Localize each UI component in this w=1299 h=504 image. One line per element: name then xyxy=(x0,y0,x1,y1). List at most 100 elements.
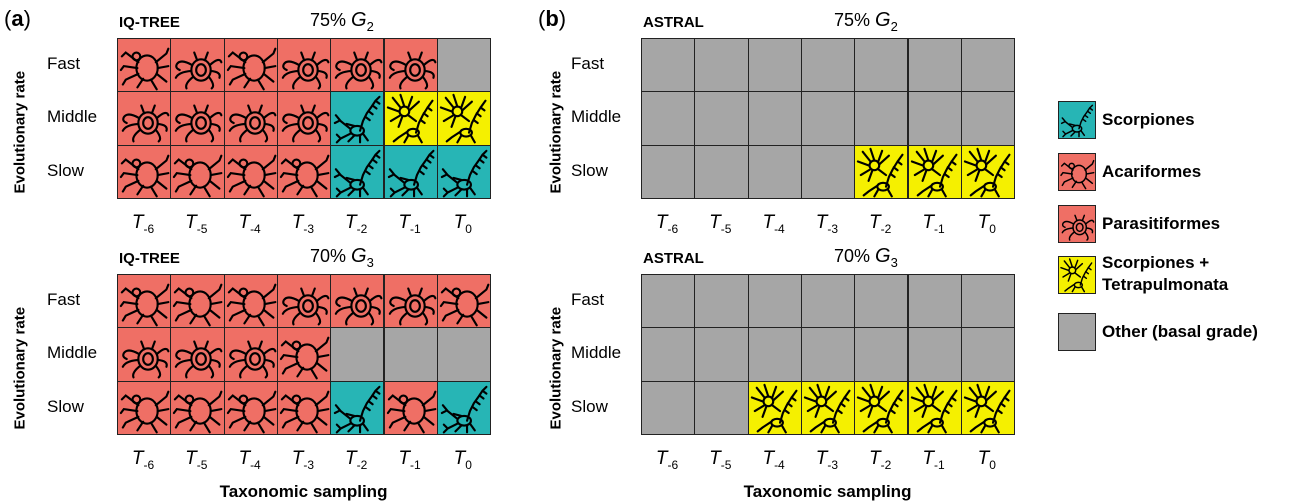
cell-middle-3 xyxy=(800,327,856,382)
cell-fast-5 xyxy=(907,38,962,93)
cell-middle-1 xyxy=(694,91,749,146)
cell-slow-2 xyxy=(223,380,278,435)
column-label: T-5 xyxy=(185,447,208,472)
tick-icon xyxy=(228,104,277,143)
mite-icon xyxy=(173,154,223,198)
column-label: T-1 xyxy=(398,447,421,472)
column-label: T-3 xyxy=(291,447,315,472)
scorpion-spider-icon xyxy=(857,383,904,434)
cell-middle-5 xyxy=(383,91,438,146)
cell-slow-4 xyxy=(330,380,385,435)
tick-icon xyxy=(388,51,436,90)
gene-threshold-label: 75% G2 xyxy=(310,9,374,34)
cell-fast-0 xyxy=(641,274,696,329)
column-label: T-5 xyxy=(185,211,208,236)
cell-slow-2 xyxy=(747,380,802,435)
y-axis-label: Evolutionary rate xyxy=(11,70,29,194)
cell-middle-4 xyxy=(854,91,909,146)
cell-slow-6 xyxy=(436,144,492,199)
column-label: T-4 xyxy=(762,211,785,236)
cell-fast-1 xyxy=(170,38,225,93)
cell-fast-0 xyxy=(641,38,696,93)
legend-label: Parasitiformes xyxy=(1102,214,1221,233)
cell-fast-1 xyxy=(694,38,749,93)
cell-fast-6 xyxy=(436,38,492,93)
mite-icon xyxy=(386,390,436,434)
cell-middle-6 xyxy=(960,91,1016,146)
column-label: T0 xyxy=(453,447,472,472)
method-label: IQ-TREE xyxy=(119,14,180,31)
cell-slow-5 xyxy=(383,380,438,435)
column-label: T-6 xyxy=(131,447,155,472)
cell-slow-0 xyxy=(641,380,696,435)
column-label: T0 xyxy=(453,211,472,236)
gene-subscript: 3 xyxy=(366,255,374,270)
cell-middle-1 xyxy=(170,327,225,382)
cell-fast-2 xyxy=(223,274,278,329)
legend-swatch xyxy=(1058,101,1096,139)
cell-fast-1 xyxy=(170,274,225,329)
cell-middle-6 xyxy=(960,327,1016,382)
cell-slow-4 xyxy=(854,380,909,435)
tick-icon xyxy=(175,104,223,143)
gene-symbol: G2 xyxy=(351,9,374,34)
cell-middle-3 xyxy=(276,327,332,382)
column-label: T-1 xyxy=(922,211,945,236)
column-label: T-1 xyxy=(398,211,421,236)
row-label-middle: Middle xyxy=(571,343,622,363)
row-label-fast: Fast xyxy=(571,290,605,309)
column-label: T-3 xyxy=(815,447,839,472)
row-label-middle: Middle xyxy=(47,107,98,127)
cell-slow-2 xyxy=(747,144,802,199)
scorpion-icon xyxy=(440,149,488,198)
mite-icon xyxy=(119,390,170,434)
cell-slow-3 xyxy=(276,380,332,435)
tick-icon xyxy=(388,287,436,326)
cell-fast-5 xyxy=(383,38,438,93)
legend-swatch xyxy=(1058,256,1096,294)
column-label: T-4 xyxy=(762,447,785,472)
cell-fast-4 xyxy=(854,38,909,93)
row-label-slow: Slow xyxy=(571,160,608,180)
cell-middle-3 xyxy=(276,91,332,146)
cell-slow-1 xyxy=(694,144,749,199)
column-label: T-4 xyxy=(238,211,261,236)
cell-fast-2 xyxy=(747,38,802,93)
mite-icon xyxy=(119,283,170,327)
cell-slow-6 xyxy=(960,380,1016,435)
column-label: T-2 xyxy=(869,447,892,472)
gene-subscript: 2 xyxy=(890,19,898,34)
tick-icon xyxy=(1061,214,1095,241)
scorpion-spider-icon xyxy=(857,147,904,198)
cell-fast-3 xyxy=(800,274,856,329)
mite-icon xyxy=(226,283,277,327)
column-label: T-4 xyxy=(238,447,261,472)
row-label-slow: Slow xyxy=(571,396,608,416)
cell-middle-2 xyxy=(747,327,802,382)
scorpion-spider-icon xyxy=(910,147,958,198)
column-label: T-6 xyxy=(131,211,155,236)
scorpion-icon xyxy=(440,385,488,434)
x-axis-label: Taxonomic sampling xyxy=(219,481,388,501)
scorpion-icon xyxy=(387,149,434,198)
scorpion-icon xyxy=(333,149,381,198)
scorpion-icon xyxy=(333,385,381,434)
column-label: T-2 xyxy=(345,211,368,236)
cell-slow-5 xyxy=(907,144,962,199)
column-label: T-2 xyxy=(345,447,368,472)
row-label-fast: Fast xyxy=(571,54,605,73)
tick-icon xyxy=(281,51,330,90)
legend-label: Scorpiones xyxy=(1102,110,1195,129)
x-axis-label: Taxonomic sampling xyxy=(743,481,912,501)
gene-symbol: G3 xyxy=(875,245,898,270)
cell-slow-1 xyxy=(170,380,225,435)
cell-fast-0 xyxy=(117,274,172,329)
scorpion-spider-icon xyxy=(803,383,851,434)
y-axis-label: Evolutionary rate xyxy=(547,306,565,430)
cell-fast-3 xyxy=(276,274,332,329)
panel-label-a: (a) xyxy=(4,6,31,31)
mite-icon xyxy=(279,154,330,198)
y-axis-label: Evolutionary rate xyxy=(547,70,565,194)
mite-icon xyxy=(173,390,223,434)
tick-icon xyxy=(334,287,383,326)
